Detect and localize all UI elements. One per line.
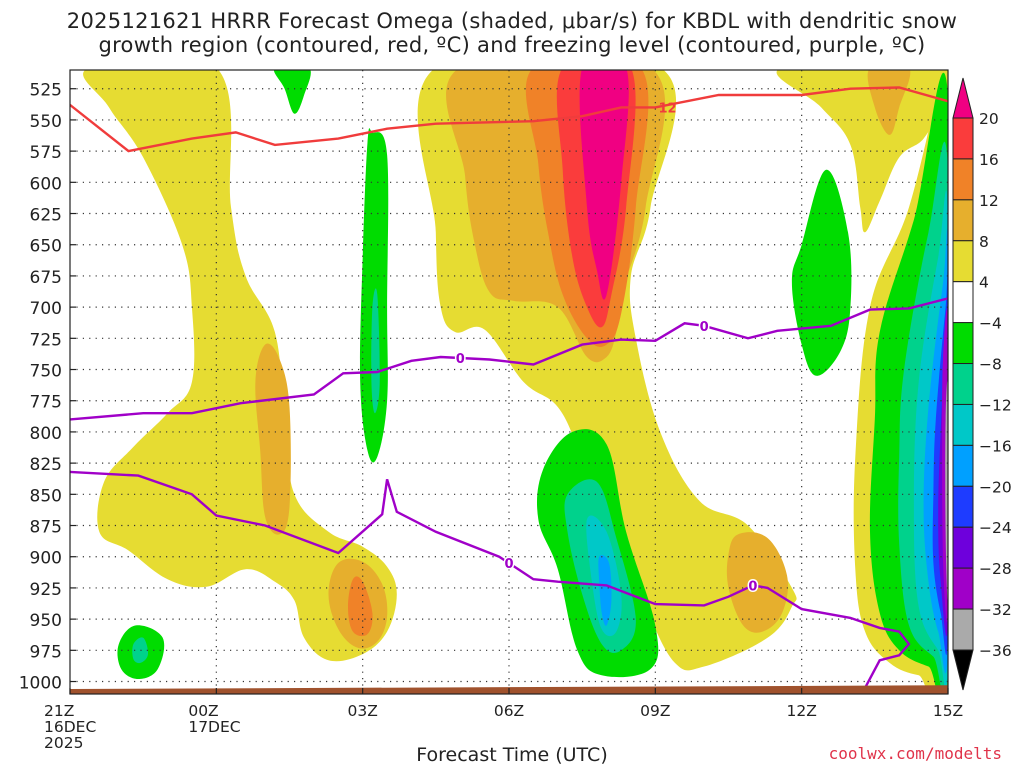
chart-title-line1: 2025121621 HRRR Forecast Omega (shaded, … [66,9,958,33]
colorbar-box-6 [952,363,974,405]
x-tick-label-21Z-0: 21Z [44,702,74,720]
freezing-level-lower-label-0: 0 [504,557,513,572]
colorbar-box-0 [952,117,974,160]
omega-region-left-orange-core [348,576,373,637]
plot-axes: 525 550 575 600 625 650 675 700 725 750 775 800 825 8… [19,69,963,752]
y-tick-label-825: 825 [30,455,62,475]
y-tick-label-700: 700 [30,299,62,319]
chart-title-line2: growth region (contoured, red, ºC) and f… [98,33,926,57]
colorbar-label-2: 12 [979,192,999,210]
colorbar-label-4: 4 [979,274,989,292]
colorbar-box-11 [952,567,974,610]
contour-lines: 12 0 0 0 0 [70,86,948,689]
colorbar-label-10: −24 [979,519,1012,537]
freezing-level-upper [70,297,948,421]
omega-region-blue-lower-center [598,555,612,626]
colorbar-box-1 [952,158,974,201]
freezing-level-lower-label-1: 0 [748,579,757,594]
colorbar-label-3: 8 [979,233,989,251]
omega-region-upper-right-yellow [776,70,948,233]
colorbar-label-7: −12 [979,396,1012,414]
y-tick-label-750: 750 [30,362,62,382]
dgz-contour-label: 12 [658,101,676,116]
y-tick-label-775: 775 [30,393,62,413]
colorbar-box-4 [952,281,974,324]
colorbar-box-9 [952,485,974,528]
x-tick-label-12Z-0: 12Z [786,702,816,720]
colorbar-label-8: −16 [979,437,1012,455]
colorbar-label-12: −32 [979,601,1012,619]
x-tick-label-21Z-1: 16DEC [44,718,96,736]
freezing-level-upper-label-1: 0 [700,320,709,335]
source-credit: coolwx.com/modelts [828,744,1002,763]
omega-region-center-magenta [579,70,629,300]
y-tick-label-950: 950 [30,611,62,631]
freezing-level-upper-label-0: 0 [456,352,465,367]
y-tick-label-525: 525 [30,81,62,101]
colorbar-box-2 [952,199,974,242]
x-tick-label-00Z-1: 17DEC [188,718,240,736]
omega-region-green-blob-top [273,70,311,114]
omega-shading [83,70,948,694]
omega-region-upper-right-orange [867,70,911,135]
x-tick-label-21Z-2: 2025 [44,734,83,752]
freezing-level-lower [70,470,911,689]
colorbar-label-1: 16 [979,151,999,169]
colorbar-box-12 [952,608,974,651]
x-tick-label-15Z-0: 15Z [933,702,963,720]
x-tick-label-09Z-0: 09Z [640,702,670,720]
colorbar-box-8 [952,444,974,487]
dgz-contour-minus12 [70,86,948,153]
colorbar-box-7 [952,403,974,446]
y-tick-label-925: 925 [30,580,62,600]
x-tick-label-00Z-0: 00Z [188,702,218,720]
omega-region-teal-blob-bottom-left [132,637,149,664]
y-tick-label-600: 600 [30,174,62,194]
colorbar-under-triangle [952,649,974,691]
colorbar-box-10 [952,526,974,569]
y-tick-label-900: 900 [30,549,62,569]
omega-region-green-blob-right [791,169,852,376]
omega-region-left-orange-blob [255,343,291,535]
y-tick-label-625: 625 [30,206,62,226]
y-tick-label-675: 675 [30,268,62,288]
y-tick-label-975: 975 [30,642,62,662]
x-axis-label: Forecast Time (UTC) [416,744,608,766]
colorbar-label-6: −8 [979,356,1002,374]
colorbar-box-3 [952,240,974,283]
y-tick-label-850: 850 [30,486,62,506]
y-tick-label-550: 550 [30,112,62,132]
y-tick-label-725: 725 [30,330,62,350]
y-tick-label-875: 875 [30,518,62,538]
omega-region-right-gray [945,381,948,601]
colorbar-label-11: −28 [979,560,1012,578]
colorbar-over-triangle [952,77,974,119]
omega-colorbar: 20 16 12 8 4 −4 −8 −12 −16 −20 −24 −28 −32 −36 [952,77,1012,691]
colorbar-box-5 [952,322,974,365]
colorbar-label-0: 20 [979,110,999,128]
y-tick-label-650: 650 [30,237,62,257]
x-tick-label-03Z-0: 03Z [347,702,377,720]
omega-region-upper-left-yellow [83,70,397,662]
x-tick-label-06Z-0: 06Z [494,702,524,720]
y-tick-label-575: 575 [30,143,62,163]
omega-region-teal-column-03z [371,288,380,414]
colorbar-label-13: −36 [979,642,1012,660]
y-tick-label-1000: 1000 [19,674,62,694]
colorbar-label-5: −4 [979,315,1002,333]
colorbar-label-9: −20 [979,478,1012,496]
y-tick-label-800: 800 [30,424,62,444]
